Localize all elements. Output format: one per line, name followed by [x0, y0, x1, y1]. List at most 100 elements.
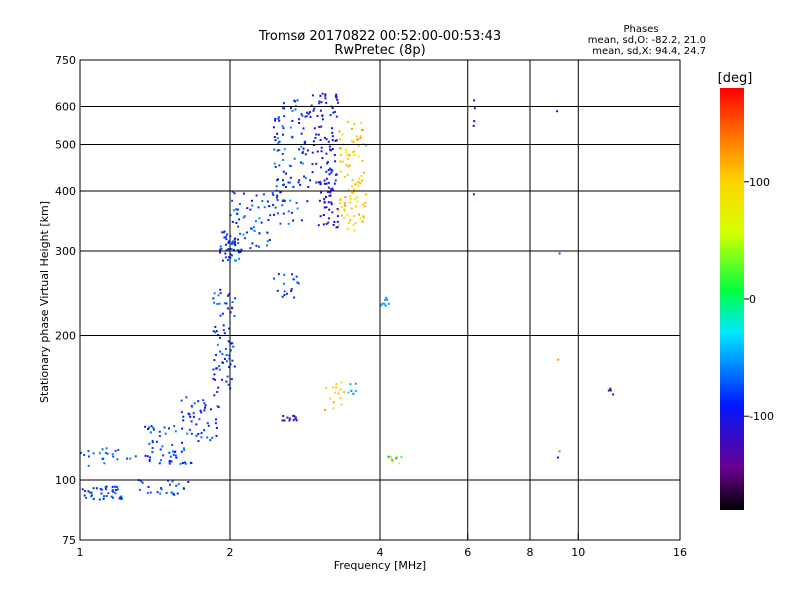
data-point: [309, 111, 311, 114]
data-point: [149, 431, 152, 434]
data-point: [327, 191, 329, 193]
data-point: [251, 242, 254, 245]
data-point: [228, 293, 231, 296]
data-point: [347, 120, 350, 123]
data-point: [266, 231, 269, 234]
data-point: [235, 208, 238, 211]
data-point: [345, 164, 348, 167]
data-point: [351, 178, 354, 181]
data-point: [212, 368, 215, 371]
data-point: [306, 149, 309, 152]
data-point: [302, 150, 304, 153]
data-point: [243, 215, 246, 218]
data-point: [158, 435, 161, 437]
y-tick-label: 400: [55, 185, 76, 198]
data-point: [346, 173, 349, 176]
data-point: [148, 442, 151, 445]
data-point: [159, 459, 162, 462]
data-point: [387, 302, 390, 305]
data-point: [276, 137, 279, 140]
data-point: [332, 407, 335, 410]
data-point: [317, 224, 320, 227]
data-point: [242, 216, 245, 219]
data-point: [287, 222, 290, 225]
data-point: [111, 453, 114, 456]
data-point: [353, 122, 356, 125]
data-point: [168, 460, 171, 463]
data-point: [183, 448, 186, 451]
data-point: [104, 452, 107, 454]
data-point: [364, 193, 367, 196]
data-point: [116, 488, 119, 491]
data-point: [261, 200, 264, 202]
data-point: [340, 403, 343, 406]
data-point: [92, 497, 95, 500]
data-point: [311, 151, 314, 154]
data-point: [219, 248, 222, 251]
data-point: [172, 450, 174, 453]
data-point: [174, 454, 177, 457]
data-point: [323, 198, 326, 201]
data-point: [311, 171, 314, 174]
data-point: [282, 127, 285, 130]
data-point: [99, 488, 102, 491]
data-point: [237, 225, 240, 228]
data-point: [263, 206, 266, 209]
data-point: [221, 378, 223, 381]
data-point: [323, 206, 326, 209]
data-point: [182, 447, 185, 450]
data-point: [283, 199, 286, 202]
data-point: [347, 391, 350, 394]
data-point: [144, 425, 147, 428]
data-point: [335, 139, 338, 142]
data-point: [144, 454, 147, 457]
data-point: [365, 144, 367, 147]
data-point: [266, 240, 269, 243]
data-point: [105, 485, 108, 488]
data-point: [192, 415, 195, 418]
data-point: [283, 273, 286, 276]
data-point: [95, 487, 98, 490]
data-point: [227, 248, 230, 251]
data-point: [335, 226, 338, 229]
data-point: [355, 135, 358, 138]
data-point: [348, 164, 351, 167]
data-point: [325, 138, 328, 141]
data-point: [321, 118, 324, 121]
data-point: [216, 303, 219, 305]
data-point: [134, 455, 137, 458]
data-point: [327, 161, 329, 163]
data-point: [297, 181, 300, 184]
data-point: [296, 207, 299, 210]
data-point: [307, 186, 310, 188]
data-point: [353, 150, 356, 153]
data-point: [224, 243, 227, 246]
data-point: [274, 139, 277, 142]
data-point: [282, 107, 285, 110]
data-point: [307, 112, 310, 115]
data-point: [225, 380, 228, 383]
data-point: [219, 251, 222, 254]
data-point: [330, 203, 333, 206]
data-point: [81, 488, 84, 491]
data-point: [230, 342, 233, 345]
data-point: [285, 172, 287, 175]
data-point: [558, 252, 561, 255]
data-point: [391, 460, 394, 463]
data-point: [383, 302, 386, 305]
data-point: [162, 454, 165, 457]
data-point: [276, 149, 279, 152]
data-point: [332, 111, 335, 114]
data-point: [214, 325, 217, 328]
data-point: [236, 238, 239, 241]
data-point: [173, 425, 176, 428]
data-point: [340, 153, 342, 156]
data-point: [387, 455, 390, 458]
data-point: [215, 434, 218, 437]
data-point: [225, 360, 228, 363]
data-point: [290, 107, 292, 110]
data-point: [278, 119, 281, 122]
data-point: [156, 491, 159, 494]
data-point: [329, 191, 332, 194]
data-point: [326, 162, 329, 165]
